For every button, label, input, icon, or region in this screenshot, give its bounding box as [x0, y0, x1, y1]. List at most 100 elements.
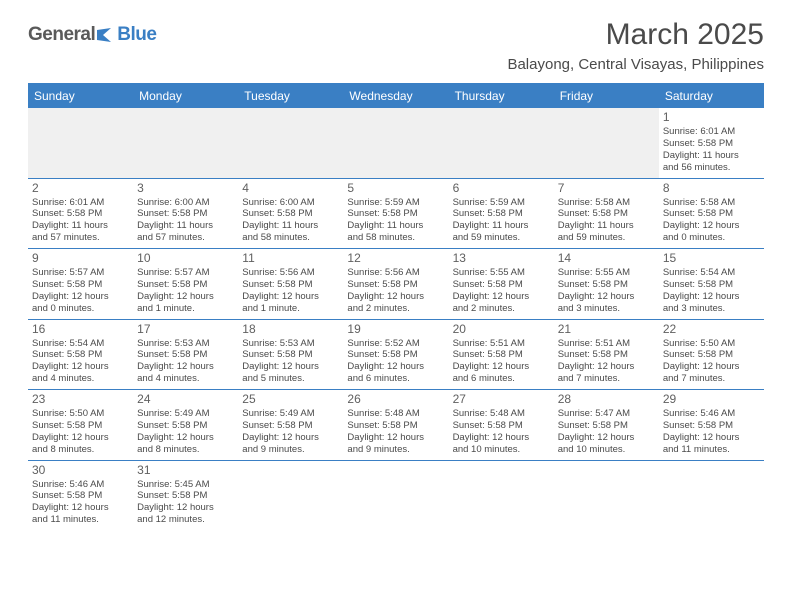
sunset-text: Sunset: 5:58 PM [453, 279, 550, 291]
calendar-cell: 27Sunrise: 5:48 AMSunset: 5:58 PMDayligh… [449, 390, 554, 460]
sunrise-text: Sunrise: 6:01 AM [32, 197, 129, 209]
calendar-cell-empty [659, 461, 764, 531]
day-number: 4 [242, 181, 339, 196]
sunrise-text: Sunrise: 5:46 AM [663, 408, 760, 420]
calendar-cell: 25Sunrise: 5:49 AMSunset: 5:58 PMDayligh… [238, 390, 343, 460]
calendar-cell: 17Sunrise: 5:53 AMSunset: 5:58 PMDayligh… [133, 320, 238, 390]
daylight2-text: and 3 minutes. [663, 303, 760, 315]
title-block: March 2025 Balayong, Central Visayas, Ph… [507, 18, 764, 73]
calendar-cell: 11Sunrise: 5:56 AMSunset: 5:58 PMDayligh… [238, 249, 343, 319]
daylight1-text: Daylight: 12 hours [558, 432, 655, 444]
daylight2-text: and 12 minutes. [137, 514, 234, 526]
daylight2-text: and 58 minutes. [242, 232, 339, 244]
day-number: 26 [347, 392, 444, 407]
calendar-cell: 29Sunrise: 5:46 AMSunset: 5:58 PMDayligh… [659, 390, 764, 460]
day-number: 20 [453, 322, 550, 337]
flag-icon [97, 28, 115, 42]
month-title: March 2025 [507, 18, 764, 52]
sunrise-text: Sunrise: 5:55 AM [453, 267, 550, 279]
sunset-text: Sunset: 5:58 PM [32, 279, 129, 291]
day-number: 8 [663, 181, 760, 196]
sunset-text: Sunset: 5:58 PM [347, 279, 444, 291]
sunrise-text: Sunrise: 5:59 AM [347, 197, 444, 209]
daylight2-text: and 10 minutes. [558, 444, 655, 456]
daylight1-text: Daylight: 12 hours [453, 432, 550, 444]
daylight1-text: Daylight: 12 hours [137, 502, 234, 514]
week-row: 2Sunrise: 6:01 AMSunset: 5:58 PMDaylight… [28, 179, 764, 250]
sunset-text: Sunset: 5:58 PM [453, 349, 550, 361]
calendar-cell: 31Sunrise: 5:45 AMSunset: 5:58 PMDayligh… [133, 461, 238, 531]
daylight2-text: and 59 minutes. [453, 232, 550, 244]
calendar-cell: 21Sunrise: 5:51 AMSunset: 5:58 PMDayligh… [554, 320, 659, 390]
daylight2-text: and 2 minutes. [347, 303, 444, 315]
sunrise-text: Sunrise: 5:59 AM [453, 197, 550, 209]
calendar-cell: 5Sunrise: 5:59 AMSunset: 5:58 PMDaylight… [343, 179, 448, 249]
calendar: SundayMondayTuesdayWednesdayThursdayFrid… [28, 83, 764, 530]
day-number: 3 [137, 181, 234, 196]
daylight1-text: Daylight: 11 hours [558, 220, 655, 232]
day-number: 10 [137, 251, 234, 266]
day-number: 30 [32, 463, 129, 478]
calendar-cell: 10Sunrise: 5:57 AMSunset: 5:58 PMDayligh… [133, 249, 238, 319]
day-number: 11 [242, 251, 339, 266]
daylight1-text: Daylight: 12 hours [137, 361, 234, 373]
day-number: 17 [137, 322, 234, 337]
daylight2-text: and 1 minute. [137, 303, 234, 315]
calendar-cell: 12Sunrise: 5:56 AMSunset: 5:58 PMDayligh… [343, 249, 448, 319]
sunset-text: Sunset: 5:58 PM [32, 490, 129, 502]
brand-part2: Blue [117, 24, 156, 46]
calendar-cell: 19Sunrise: 5:52 AMSunset: 5:58 PMDayligh… [343, 320, 448, 390]
calendar-cell: 1Sunrise: 6:01 AMSunset: 5:58 PMDaylight… [659, 108, 764, 178]
sunset-text: Sunset: 5:58 PM [453, 420, 550, 432]
sunrise-text: Sunrise: 5:45 AM [137, 479, 234, 491]
daylight1-text: Daylight: 12 hours [242, 361, 339, 373]
sunset-text: Sunset: 5:58 PM [137, 420, 234, 432]
calendar-cell: 28Sunrise: 5:47 AMSunset: 5:58 PMDayligh… [554, 390, 659, 460]
sunset-text: Sunset: 5:58 PM [663, 138, 760, 150]
daylight2-text: and 57 minutes. [137, 232, 234, 244]
daylight1-text: Daylight: 12 hours [32, 502, 129, 514]
day-number: 22 [663, 322, 760, 337]
day-number: 31 [137, 463, 234, 478]
day-number: 24 [137, 392, 234, 407]
calendar-cell: 13Sunrise: 5:55 AMSunset: 5:58 PMDayligh… [449, 249, 554, 319]
day-number: 28 [558, 392, 655, 407]
daylight2-text: and 6 minutes. [347, 373, 444, 385]
sunrise-text: Sunrise: 6:00 AM [137, 197, 234, 209]
calendar-cell: 23Sunrise: 5:50 AMSunset: 5:58 PMDayligh… [28, 390, 133, 460]
daylight2-text: and 5 minutes. [242, 373, 339, 385]
daylight1-text: Daylight: 12 hours [242, 432, 339, 444]
daylight1-text: Daylight: 12 hours [32, 291, 129, 303]
sunrise-text: Sunrise: 5:54 AM [663, 267, 760, 279]
sunrise-text: Sunrise: 5:56 AM [347, 267, 444, 279]
sunrise-text: Sunrise: 5:50 AM [32, 408, 129, 420]
calendar-cell: 15Sunrise: 5:54 AMSunset: 5:58 PMDayligh… [659, 249, 764, 319]
sunset-text: Sunset: 5:58 PM [32, 349, 129, 361]
calendar-cell-empty [238, 108, 343, 178]
daylight1-text: Daylight: 12 hours [347, 291, 444, 303]
daylight1-text: Daylight: 11 hours [347, 220, 444, 232]
sunset-text: Sunset: 5:58 PM [32, 420, 129, 432]
sunset-text: Sunset: 5:58 PM [558, 349, 655, 361]
sunset-text: Sunset: 5:58 PM [137, 208, 234, 220]
calendar-cell: 20Sunrise: 5:51 AMSunset: 5:58 PMDayligh… [449, 320, 554, 390]
location-subtitle: Balayong, Central Visayas, Philippines [507, 56, 764, 73]
daylight1-text: Daylight: 12 hours [347, 361, 444, 373]
calendar-cell-empty [343, 108, 448, 178]
daylight1-text: Daylight: 12 hours [453, 291, 550, 303]
calendar-cell-empty [28, 108, 133, 178]
daylight1-text: Daylight: 11 hours [32, 220, 129, 232]
sunrise-text: Sunrise: 5:50 AM [663, 338, 760, 350]
sunset-text: Sunset: 5:58 PM [137, 279, 234, 291]
week-row: 23Sunrise: 5:50 AMSunset: 5:58 PMDayligh… [28, 390, 764, 461]
daylight1-text: Daylight: 12 hours [137, 432, 234, 444]
daylight1-text: Daylight: 12 hours [663, 291, 760, 303]
daylight1-text: Daylight: 12 hours [32, 361, 129, 373]
calendar-cell: 4Sunrise: 6:00 AMSunset: 5:58 PMDaylight… [238, 179, 343, 249]
day-number: 29 [663, 392, 760, 407]
brand-part1: General [28, 24, 95, 46]
day-number: 27 [453, 392, 550, 407]
daylight2-text: and 6 minutes. [453, 373, 550, 385]
calendar-cell: 26Sunrise: 5:48 AMSunset: 5:58 PMDayligh… [343, 390, 448, 460]
sunrise-text: Sunrise: 5:53 AM [242, 338, 339, 350]
